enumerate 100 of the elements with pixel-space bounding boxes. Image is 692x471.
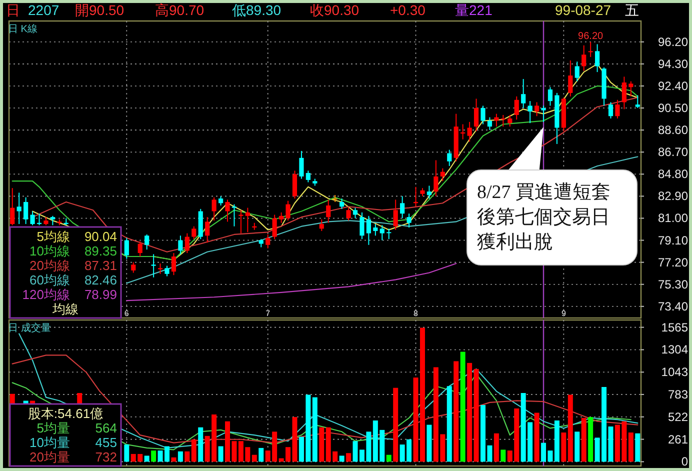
text: 120均線 <box>22 287 70 302</box>
y-tick-label: 96.20 <box>658 34 688 49</box>
x-tick-label: 8 <box>414 309 419 318</box>
annotation: 87.31 <box>84 258 117 273</box>
candlestick <box>487 116 492 131</box>
candlestick <box>386 228 392 240</box>
bar <box>574 432 580 462</box>
bar <box>312 397 318 462</box>
bar <box>171 457 176 462</box>
candlestick <box>192 226 196 240</box>
bar <box>474 368 479 462</box>
bar <box>588 417 594 462</box>
candlestick <box>434 160 438 197</box>
series-label: 5均量 <box>36 420 70 436</box>
text: 60均線 <box>30 272 70 288</box>
text: 收90.30 <box>310 2 360 18</box>
candlestick <box>225 199 230 222</box>
bar <box>534 412 540 462</box>
chart-title: 日 成交量 <box>8 322 51 334</box>
y-tick-label: 1043 <box>661 365 688 380</box>
bar <box>467 362 472 462</box>
candlestick <box>50 215 55 226</box>
y-tick-label: 0 <box>681 454 688 469</box>
legend-title: 股本:54.61億 <box>28 406 104 421</box>
candlestick <box>205 216 210 244</box>
bar <box>393 388 398 462</box>
candlestick <box>144 234 150 250</box>
candlestick <box>352 207 358 219</box>
candlestick <box>467 121 472 142</box>
candlestick <box>635 94 640 109</box>
candlestick <box>24 196 28 225</box>
candlestick <box>615 99 620 119</box>
bar <box>258 448 264 462</box>
candlestick <box>272 214 277 240</box>
candlestick <box>588 41 593 58</box>
annotation: 564 <box>95 420 117 436</box>
y-tick-label: 82.90 <box>658 189 688 204</box>
annotation: 90.04 <box>84 229 117 244</box>
candlestick <box>178 235 183 255</box>
candlestick <box>16 192 22 225</box>
text: 10均量 <box>30 435 70 450</box>
candlestick <box>299 150 304 180</box>
text: 2207 <box>28 2 60 18</box>
bar <box>426 424 432 462</box>
candlestick <box>346 207 351 222</box>
candlestick <box>245 207 250 233</box>
candlestick <box>548 86 553 106</box>
series-label: 5均線 <box>36 229 70 244</box>
bar <box>124 444 130 462</box>
y-tick-label: 73.40 <box>658 299 688 314</box>
candlestick <box>406 213 412 228</box>
text: 低89.30 <box>232 2 282 18</box>
candlestick <box>286 200 290 222</box>
text: +0.30 <box>390 2 426 18</box>
bar <box>178 451 183 462</box>
candlestick <box>608 102 614 119</box>
candlestick <box>622 76 626 110</box>
y-tick-label: 88.60 <box>658 123 688 138</box>
candlestick <box>218 196 224 206</box>
y-tick-label: 1565 <box>661 320 688 334</box>
y-tick-label: 1304 <box>661 342 688 357</box>
bar <box>460 352 466 462</box>
candlestick <box>494 113 499 128</box>
callout: 8/27 買進遭短套後第七個交易日獲利出脫 <box>466 127 638 266</box>
bar <box>500 450 506 462</box>
bar <box>144 456 150 462</box>
candlestick <box>184 232 190 254</box>
text: 20均量 <box>30 450 70 464</box>
candlestick <box>528 100 532 124</box>
candlestick <box>238 210 244 234</box>
candlestick <box>306 170 310 183</box>
candlestick <box>319 218 324 232</box>
candlestick <box>440 168 445 182</box>
candlestick <box>151 254 156 278</box>
candlestick <box>400 196 405 219</box>
annotation: 78.99 <box>84 287 117 302</box>
bar <box>454 361 459 462</box>
candlestick <box>158 262 163 274</box>
candlestick <box>124 237 129 260</box>
bar <box>151 450 156 462</box>
line-series <box>126 262 457 302</box>
candlestick <box>292 170 298 200</box>
text: 五 <box>625 2 639 18</box>
bar <box>494 433 499 462</box>
candlestick <box>326 199 331 224</box>
bar <box>346 453 352 462</box>
text: 高90.70 <box>155 2 204 18</box>
y-tick-label: 90.50 <box>658 101 688 116</box>
bar <box>319 427 324 462</box>
candlestick <box>164 265 170 277</box>
candlestick <box>279 212 284 224</box>
bar <box>198 427 204 462</box>
candlestick <box>360 212 364 240</box>
y-tick-label: 783 <box>668 387 688 402</box>
text: 99-08-27 <box>555 2 612 18</box>
y-tick-label: 75.30 <box>658 277 688 292</box>
legend-title: 均線 <box>52 302 78 316</box>
text: 20均線 <box>30 258 70 273</box>
bar <box>568 394 573 462</box>
candlestick <box>426 185 432 200</box>
